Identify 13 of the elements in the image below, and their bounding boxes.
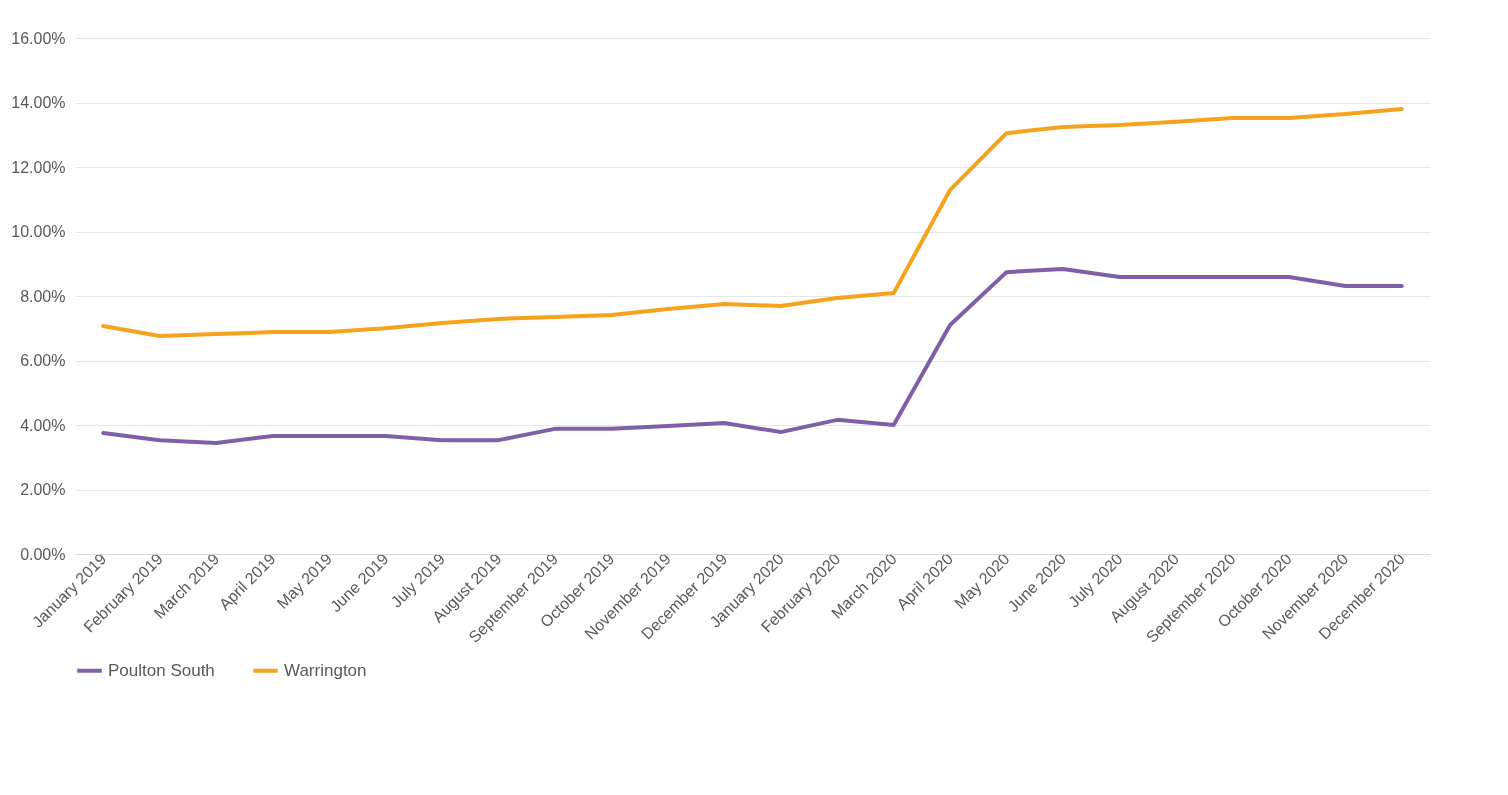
y-tick-label: 12.00%: [11, 158, 66, 176]
line-series: [101, 266, 1404, 446]
legend-label: Warrington: [284, 660, 367, 680]
legend-label: Poulton South: [108, 660, 215, 680]
y-tick-label: 8.00%: [20, 287, 66, 305]
y-tick-label: 4.00%: [20, 416, 66, 434]
line-series: [101, 106, 1404, 338]
y-tick-label: 10.00%: [11, 223, 66, 240]
y-tick-label: 0.00%: [20, 545, 66, 563]
y-tick-label: 6.00%: [20, 352, 66, 369]
y-tick-label: 14.00%: [11, 94, 66, 111]
y-tick-label: 16.00%: [11, 29, 66, 47]
y-tick-label: 2.00%: [20, 481, 66, 498]
